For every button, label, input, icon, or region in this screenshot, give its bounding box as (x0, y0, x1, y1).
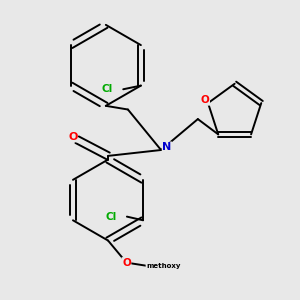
Text: O: O (201, 95, 209, 105)
Text: Cl: Cl (105, 212, 116, 222)
Text: N: N (162, 142, 172, 152)
Text: O: O (68, 132, 77, 142)
Text: Cl: Cl (101, 84, 113, 94)
Text: methoxy: methoxy (146, 263, 181, 269)
Text: O: O (122, 258, 131, 268)
